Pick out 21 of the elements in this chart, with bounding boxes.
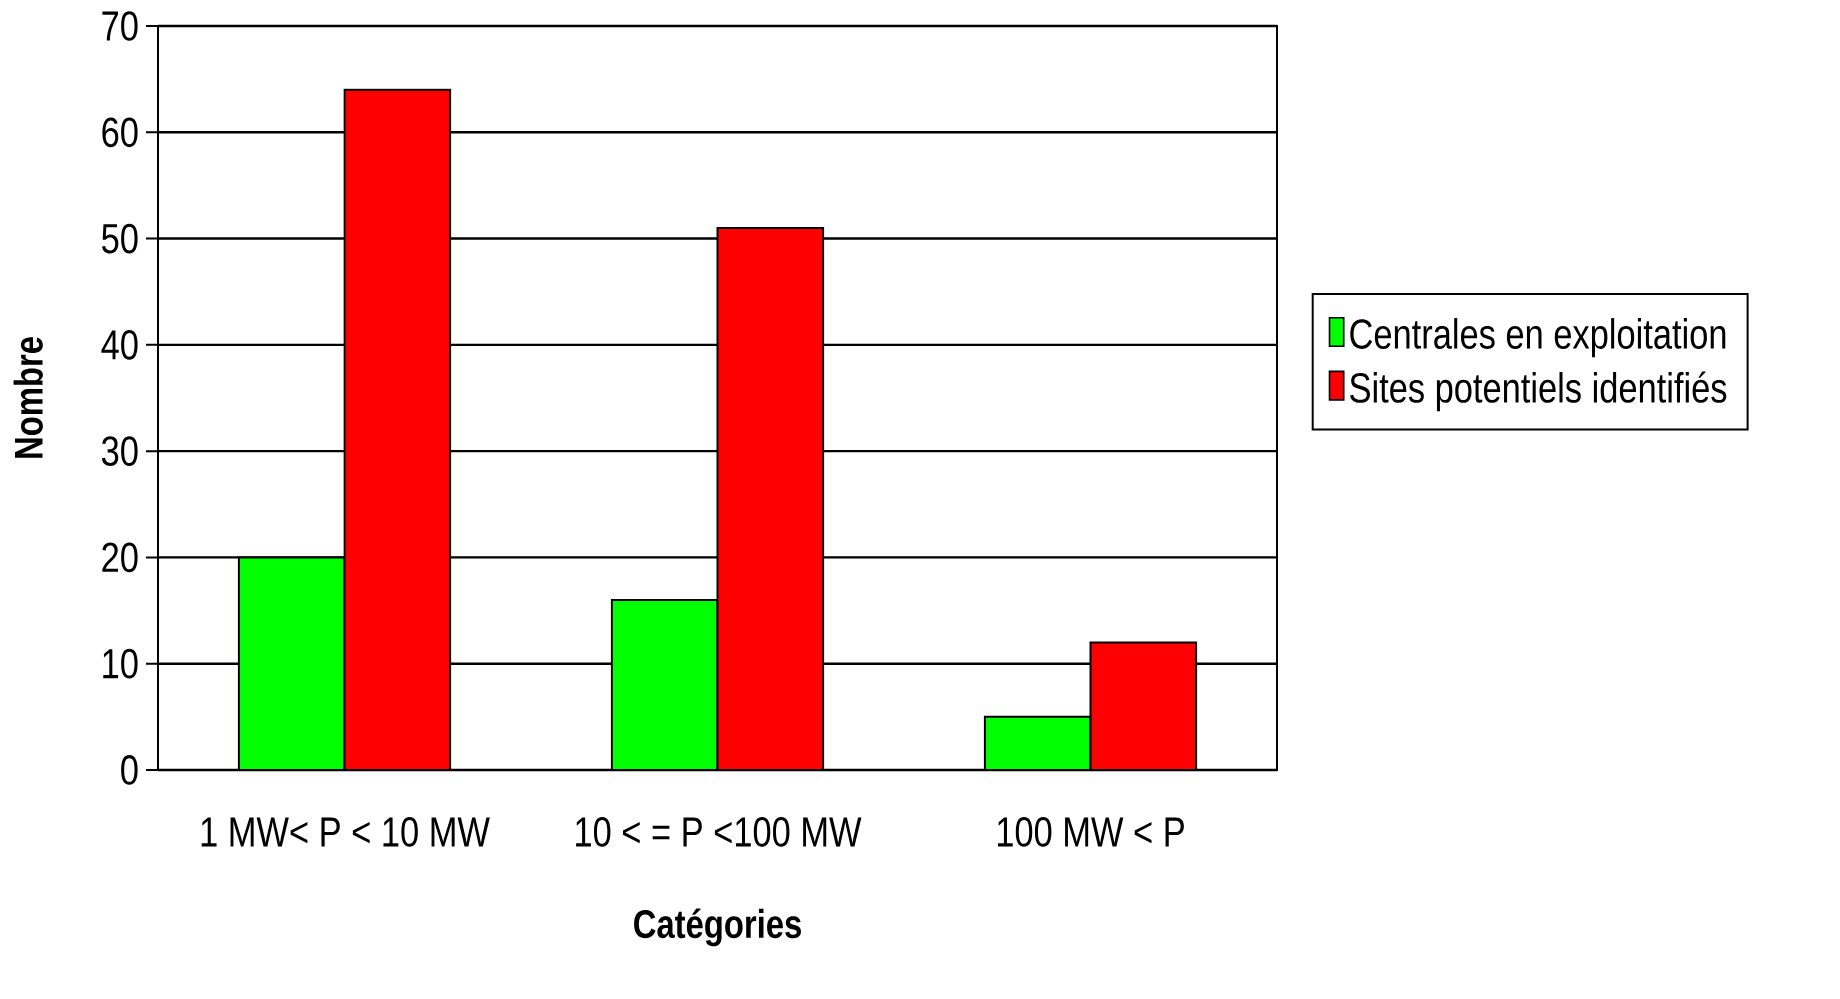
legend-label: Centrales en exploitation [1350, 318, 1726, 358]
y-tick-label: 60 [102, 117, 138, 148]
y-axis-title: Nombre [13, 337, 43, 458]
x-tick-label: 10 < = P <100 MW [576, 817, 862, 847]
y-tick-label: 30 [101, 436, 138, 466]
x-tick-label: 1 MW< P < 10 MW [201, 817, 490, 847]
bar [983, 715, 1092, 770]
bar [610, 598, 719, 770]
y-tick-label: 70 [102, 11, 138, 41]
y-tick-label: 50 [102, 223, 138, 254]
y-tick-label: 20 [102, 542, 138, 573]
bar [1089, 641, 1198, 770]
x-tick-label: 100 MW < P [997, 817, 1184, 847]
legend-label: Sites potentiels identifiés [1350, 371, 1727, 412]
y-tick-label: 10 [103, 648, 138, 679]
x-axis-title: Catégories [634, 908, 801, 947]
bar [237, 556, 346, 770]
bar [343, 88, 452, 770]
y-tick-label: 40 [101, 329, 138, 360]
y-tick-label: 0 [121, 755, 138, 785]
bar [716, 226, 825, 770]
